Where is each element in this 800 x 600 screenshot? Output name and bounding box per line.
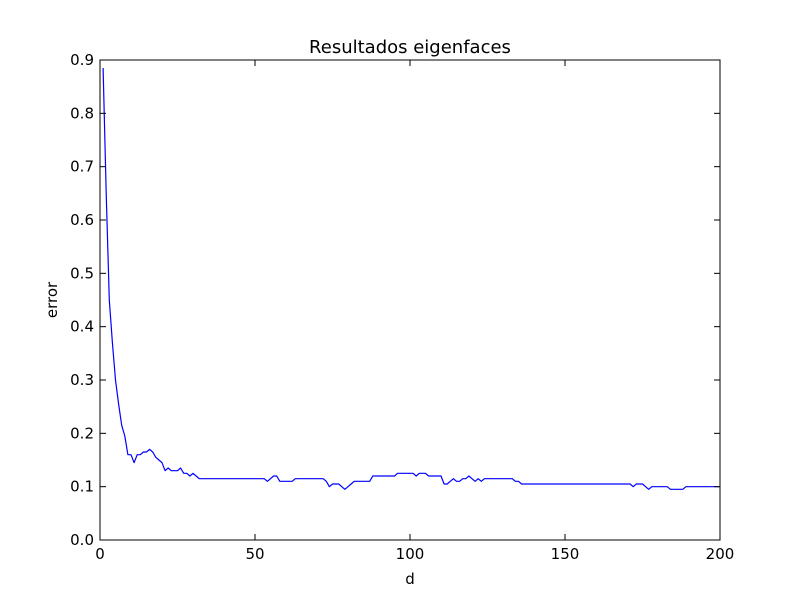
y-tick-label: 0.2 [70, 424, 94, 442]
y-axis-label: error [43, 281, 61, 318]
x-tick-label: 50 [245, 545, 264, 563]
x-tick-label: 0 [95, 545, 105, 563]
y-tick-label: 0.4 [70, 318, 94, 336]
x-tick-label: 200 [706, 545, 735, 563]
series-line [102, 67, 720, 490]
plot-area [99, 59, 721, 541]
x-tick-label: 100 [396, 545, 425, 563]
y-axis: 0.0 0.1 0.2 0.3 0.4 0.5 0.6 0.7 0.8 0.9 [70, 51, 720, 549]
plot-frame [99, 59, 721, 541]
x-axis-label: d [405, 570, 415, 588]
y-tick-label: 0.8 [70, 104, 94, 122]
x-tick-label: 150 [551, 545, 580, 563]
y-tick-label: 0.1 [70, 478, 94, 496]
chart-title: Resultados eigenfaces [309, 37, 511, 58]
y-tick-label: 0.0 [70, 531, 94, 549]
y-tick-label: 0.7 [70, 158, 94, 176]
y-tick-label: 0.6 [70, 211, 94, 229]
y-tick-label: 0.9 [70, 51, 94, 69]
y-tick-label: 0.3 [70, 371, 94, 389]
y-tick-label: 0.5 [70, 264, 94, 282]
x-axis: 0 50 100 150 200 [95, 60, 734, 563]
